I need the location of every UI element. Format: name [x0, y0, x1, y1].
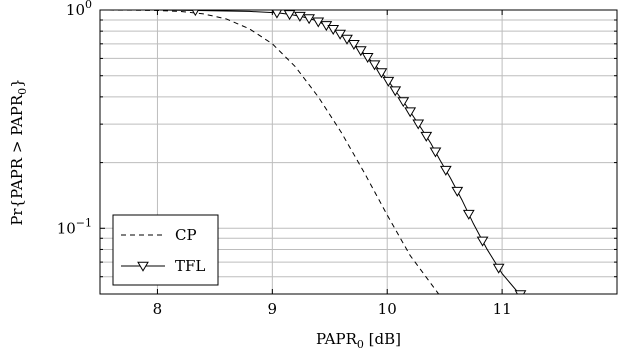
legend-sample-tfl — [121, 261, 165, 272]
plot-frame — [99, 9, 618, 295]
y-tick-label: 100 — [66, 0, 92, 19]
legend: CP TFL — [112, 214, 219, 286]
data-point-tfl — [283, 10, 296, 21]
data-point-tfl — [462, 209, 475, 220]
data-point-tfl — [341, 34, 353, 45]
data-point-tfl — [397, 97, 410, 108]
x-axis-label-sub: 0 — [357, 338, 364, 351]
data-point-tfl — [361, 53, 374, 64]
data-point-tfl — [476, 236, 489, 247]
data-point-tfl — [404, 107, 417, 118]
data-point-tfl — [451, 186, 464, 197]
series-line-cp — [100, 10, 440, 294]
data-point-tfl — [303, 14, 315, 25]
data-point-tfl — [354, 46, 367, 57]
data-point-tfl — [382, 76, 395, 87]
y-axis-label: Pr{PAPR > PAPR0} — [8, 78, 29, 225]
x-axis-label: PAPR0 [dB] — [316, 330, 401, 351]
x-axis-label-main: PAPR — [316, 330, 358, 348]
data-point-tfl — [348, 40, 360, 51]
data-point-tfl — [420, 131, 433, 142]
data-point-tfl — [271, 10, 282, 19]
x-tick-label: 11 — [493, 300, 512, 318]
data-point-tfl — [294, 11, 306, 22]
data-point-tfl — [514, 290, 527, 294]
data-point-tfl — [368, 60, 381, 71]
x-axis-label-unit: [dB] — [364, 330, 401, 348]
y-axis-label-suffix: } — [8, 78, 26, 88]
data-point-tfl — [334, 29, 346, 40]
data-point-tfl — [312, 17, 325, 28]
data-point-tfl — [191, 10, 199, 17]
x-tick-label: 8 — [153, 300, 163, 318]
y-axis-label-sub: 0 — [16, 88, 29, 95]
data-point-tfl — [375, 68, 388, 79]
x-tick-label: 10 — [378, 300, 397, 318]
series-layer — [100, 10, 527, 294]
y-axis-label-prefix: Pr{PAPR > PAPR — [8, 94, 26, 225]
data-point-tfl — [389, 86, 402, 97]
legend-label-cp: CP — [175, 226, 197, 244]
legend-box — [112, 214, 219, 286]
data-point-tfl — [429, 147, 442, 158]
data-point-tfl — [412, 119, 425, 130]
legend-marker-tfl — [137, 261, 149, 272]
y-tick-label: 10−1 — [57, 216, 92, 237]
x-tick-label: 9 — [268, 300, 278, 318]
legend-label-tfl: TFL — [175, 257, 205, 275]
axis-ticks: 8 9 10 11 100 10−1 — [57, 0, 617, 318]
data-point-tfl — [439, 165, 452, 176]
data-point-tfl — [492, 263, 505, 274]
